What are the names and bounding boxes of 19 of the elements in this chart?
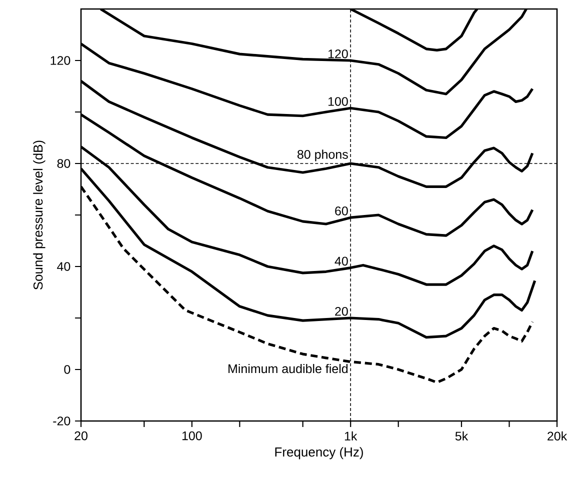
series-label: 60	[335, 206, 348, 216]
y-tick-label: 80	[57, 159, 70, 168]
series-label: 80 phons	[298, 150, 348, 162]
y-tick-label: 40	[57, 262, 70, 271]
y-axis-title: Sound pressure level (dB)	[33, 140, 46, 290]
series-label: Minimum audible field	[228, 364, 348, 374]
series-label: 120	[328, 49, 348, 58]
y-tick-label: 120	[50, 56, 70, 65]
x-tick-label: 20	[74, 431, 88, 440]
x-tick-label: 100	[182, 431, 202, 440]
y-tick-label: -20	[53, 416, 70, 426]
x-axis-title: Frequency (Hz)	[275, 447, 363, 460]
series-label: 40	[334, 256, 348, 266]
x-tick-label: 20k	[548, 431, 568, 441]
series-label: 100	[328, 97, 348, 106]
x-tick-label: 5k	[455, 431, 468, 441]
x-tick-label: 1k	[344, 431, 358, 440]
series-label: 20	[335, 306, 348, 316]
y-tick-label: 0	[64, 365, 70, 374]
